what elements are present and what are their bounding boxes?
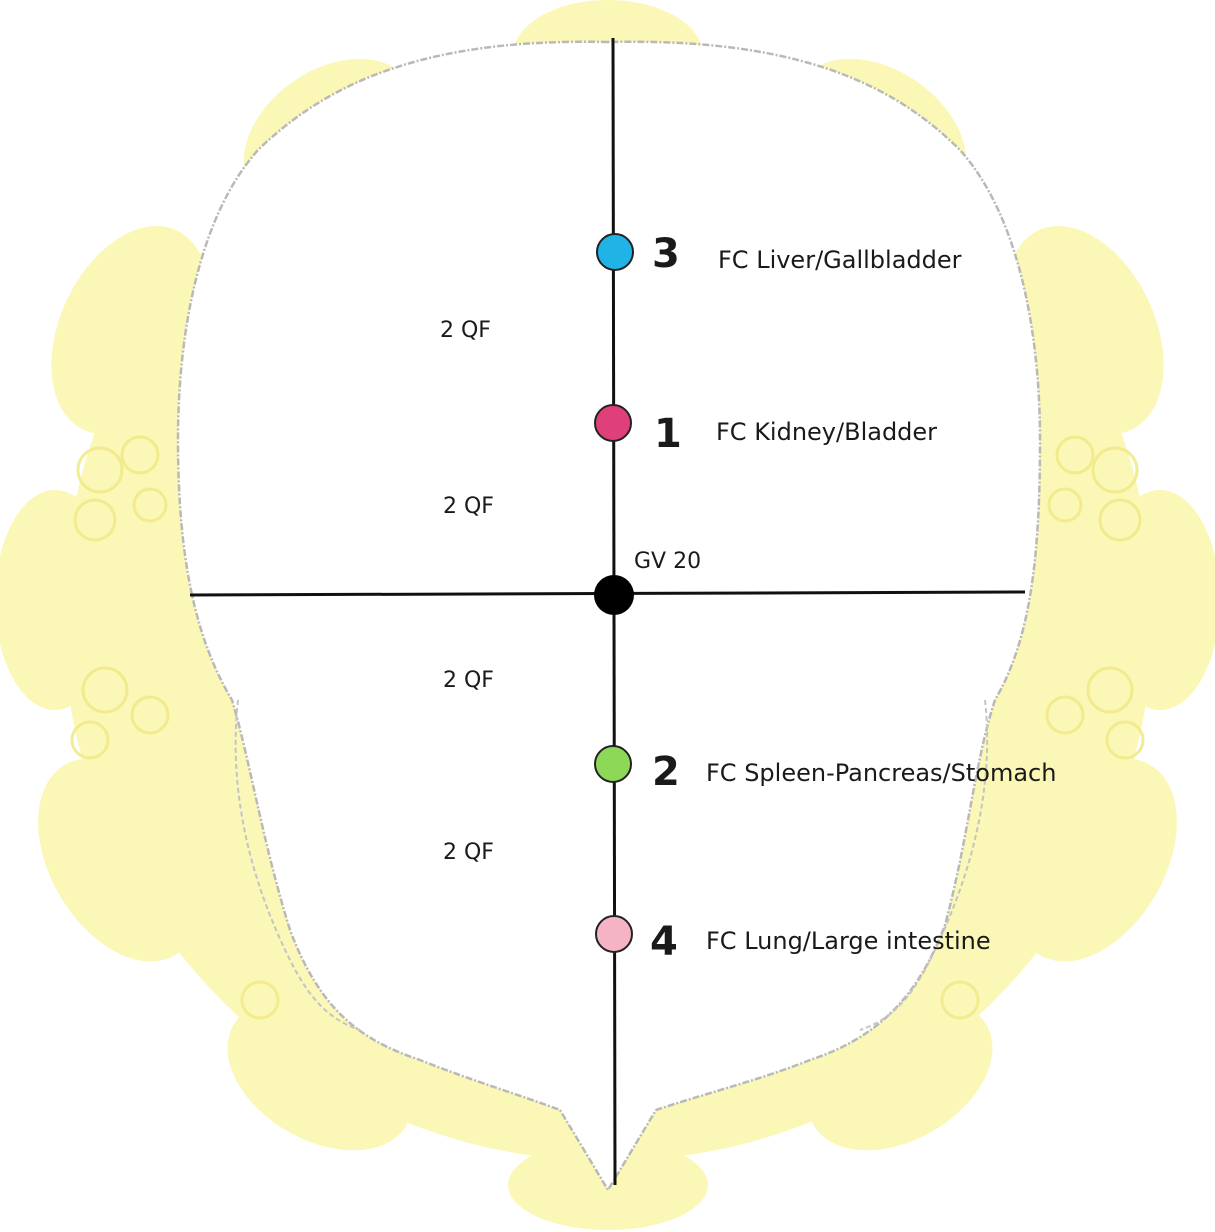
spacing-label-4: 2 QF <box>443 840 494 865</box>
point-4-marker <box>595 915 633 953</box>
point-3-marker <box>596 233 634 271</box>
point-2-label: FC Spleen-Pancreas/Stomach <box>706 759 1057 787</box>
point-4-label: FC Lung/Large intestine <box>706 927 991 955</box>
point-3-number: 3 <box>652 231 680 277</box>
spacing-label-1: 2 QF <box>440 318 491 343</box>
point-1-marker <box>594 404 632 442</box>
spacing-label-2: 2 QF <box>443 494 494 519</box>
point-2-marker <box>594 745 632 783</box>
left-ear-contour <box>234 699 361 1031</box>
point-1-label: FC Kidney/Bladder <box>716 418 938 446</box>
head-outline <box>176 40 1042 1193</box>
point-1-number: 1 <box>654 411 682 457</box>
point-2-number: 2 <box>652 749 680 795</box>
point-3-label: FC Liver/Gallbladder <box>718 246 962 274</box>
gv20-marker <box>594 575 634 615</box>
point-4-number: 4 <box>650 919 678 965</box>
spacing-label-3: 2 QF <box>443 668 494 693</box>
right-ear-contour <box>859 699 989 1031</box>
gv20-label: GV 20 <box>634 549 702 574</box>
